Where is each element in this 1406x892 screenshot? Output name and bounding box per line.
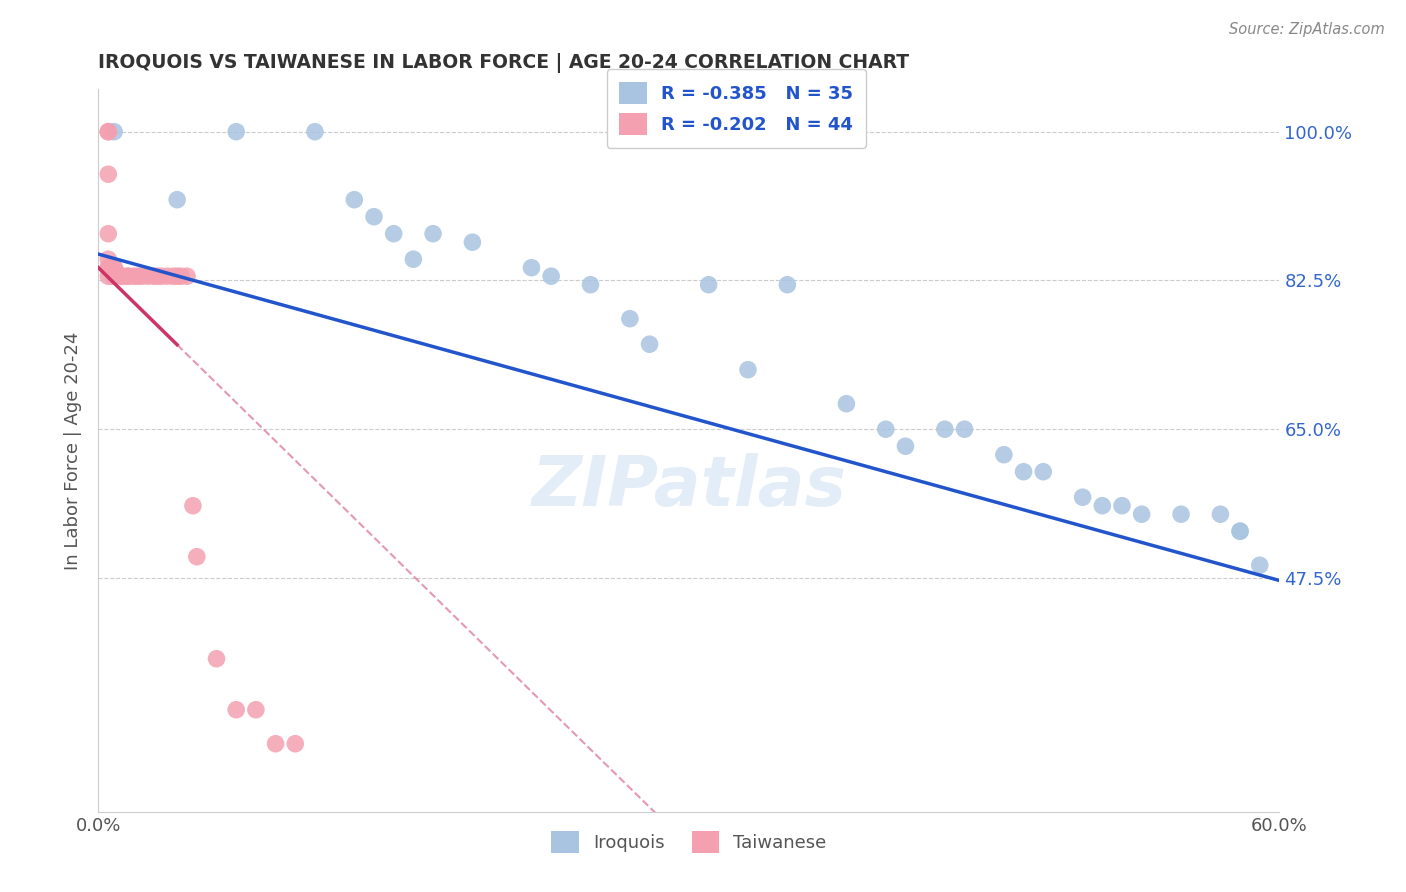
Point — [97, 260, 120, 275]
Legend: Iroquois, Taiwanese: Iroquois, Taiwanese — [544, 824, 834, 861]
Point — [146, 269, 169, 284]
Point — [103, 269, 125, 284]
Point — [103, 269, 125, 284]
Point — [835, 397, 858, 411]
Point — [97, 269, 120, 284]
Point — [166, 193, 188, 207]
Point — [993, 448, 1015, 462]
Point — [103, 269, 125, 284]
Point — [176, 269, 198, 284]
Point — [103, 269, 125, 284]
Point — [382, 227, 405, 241]
Point — [170, 269, 193, 284]
Point — [422, 227, 444, 241]
Point — [97, 227, 120, 241]
Point — [181, 499, 204, 513]
Point — [875, 422, 897, 436]
Point — [150, 269, 173, 284]
Point — [111, 269, 134, 284]
Point — [136, 269, 159, 284]
Point — [97, 252, 120, 267]
Text: Source: ZipAtlas.com: Source: ZipAtlas.com — [1229, 22, 1385, 37]
Point — [97, 167, 120, 181]
Point — [103, 269, 125, 284]
Point — [162, 269, 184, 284]
Point — [638, 337, 661, 351]
Point — [127, 269, 149, 284]
Point — [1209, 507, 1232, 521]
Point — [225, 125, 247, 139]
Point — [142, 269, 165, 284]
Point — [186, 549, 208, 564]
Point — [737, 362, 759, 376]
Point — [1071, 490, 1094, 504]
Point — [264, 737, 287, 751]
Point — [117, 269, 139, 284]
Text: IROQUOIS VS TAIWANESE IN LABOR FORCE | AGE 20-24 CORRELATION CHART: IROQUOIS VS TAIWANESE IN LABOR FORCE | A… — [98, 54, 910, 73]
Point — [953, 422, 976, 436]
Point — [343, 193, 366, 207]
Point — [520, 260, 543, 275]
Point — [540, 269, 562, 284]
Point — [103, 269, 125, 284]
Point — [1229, 524, 1251, 539]
Point — [205, 651, 228, 665]
Point — [304, 125, 326, 139]
Y-axis label: In Labor Force | Age 20-24: In Labor Force | Age 20-24 — [65, 331, 83, 570]
Point — [225, 703, 247, 717]
Text: ZIPatlas: ZIPatlas — [531, 453, 846, 520]
Point — [1170, 507, 1192, 521]
Point — [103, 260, 125, 275]
Point — [103, 125, 125, 139]
Point — [97, 125, 120, 139]
Point — [461, 235, 484, 250]
Point — [1032, 465, 1054, 479]
Point — [402, 252, 425, 267]
Point — [103, 260, 125, 275]
Point — [1111, 499, 1133, 513]
Point — [934, 422, 956, 436]
Point — [1012, 465, 1035, 479]
Point — [619, 311, 641, 326]
Point — [1229, 524, 1251, 539]
Point — [156, 269, 179, 284]
Point — [97, 125, 120, 139]
Point — [579, 277, 602, 292]
Point — [284, 737, 307, 751]
Point — [245, 703, 267, 717]
Point — [131, 269, 153, 284]
Point — [776, 277, 799, 292]
Point — [894, 439, 917, 453]
Point — [166, 269, 188, 284]
Point — [111, 269, 134, 284]
Point — [1091, 499, 1114, 513]
Point — [103, 269, 125, 284]
Point — [97, 260, 120, 275]
Point — [103, 269, 125, 284]
Point — [103, 269, 125, 284]
Point — [697, 277, 720, 292]
Point — [103, 269, 125, 284]
Point — [1130, 507, 1153, 521]
Point — [1249, 558, 1271, 573]
Point — [122, 269, 145, 284]
Point — [363, 210, 385, 224]
Point — [117, 269, 139, 284]
Point — [111, 269, 134, 284]
